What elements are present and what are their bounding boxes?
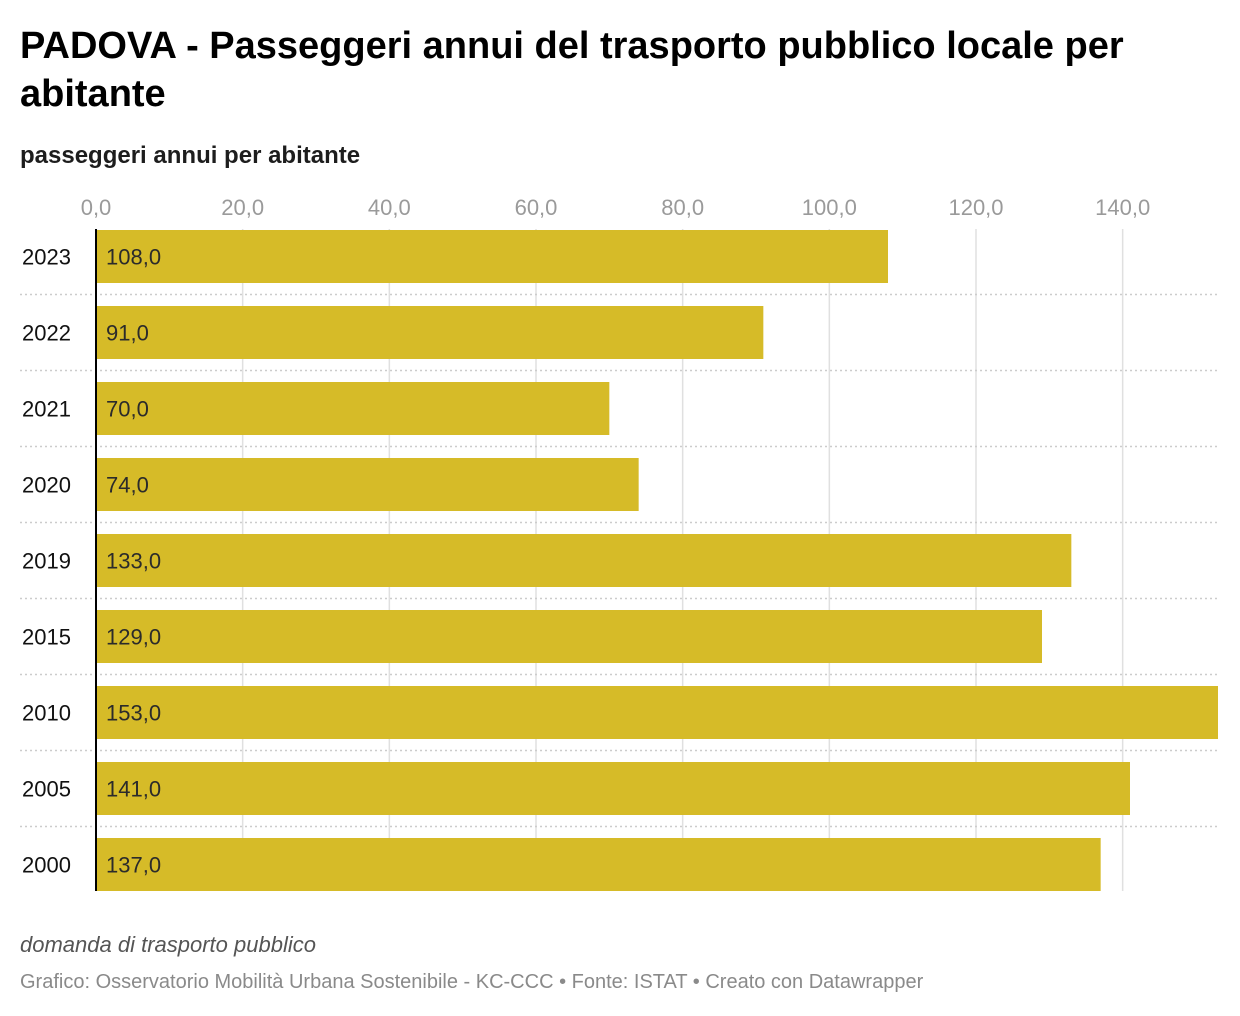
x-tick-label: 80,0: [661, 195, 704, 220]
x-tick-label: 20,0: [221, 195, 264, 220]
category-label: 2005: [22, 777, 71, 802]
value-label: 74,0: [106, 473, 149, 498]
x-tick-label: 120,0: [948, 195, 1003, 220]
value-label: 70,0: [106, 397, 149, 422]
bar-2000: [96, 838, 1101, 891]
bar-2023: [96, 230, 888, 283]
bar-layer: [96, 230, 1218, 891]
bar-2021: [96, 382, 610, 435]
chart-subtitle: passeggeri annui per abitante: [20, 142, 361, 169]
bar-chart: 0,0 20,0 40,0 60,0 80,0 100,0 120,0 140,0 2023 10…: [20, 195, 1218, 891]
category-label: 2022: [22, 321, 71, 346]
x-tick-label: 100,0: [802, 195, 857, 220]
bar-2022: [96, 306, 764, 359]
bar-2020: [96, 458, 639, 511]
value-label: 141,0: [106, 777, 161, 802]
x-tick-label: 60,0: [515, 195, 558, 220]
category-label: 2010: [22, 701, 71, 726]
chart-notes: domanda di trasporto pubblico: [20, 932, 316, 957]
bar-2019: [96, 534, 1072, 587]
value-label: 133,0: [106, 549, 161, 574]
category-label: 2015: [22, 625, 71, 650]
value-label: 129,0: [106, 625, 161, 650]
value-label: 153,0: [106, 701, 161, 726]
value-label: 108,0: [106, 245, 161, 270]
bar-2015: [96, 610, 1042, 663]
value-label: 91,0: [106, 321, 149, 346]
category-label: 2020: [22, 473, 71, 498]
value-label: 137,0: [106, 853, 161, 878]
chart-byline: Grafico: Osservatorio Mobilità Urbana So…: [20, 971, 924, 993]
category-label: 2021: [22, 397, 71, 422]
category-label: 2023: [22, 245, 71, 270]
bar-2005: [96, 762, 1130, 815]
category-label: 2000: [22, 853, 71, 878]
chart-title: PADOVA - Passeggeri annui del trasporto …: [20, 25, 1124, 115]
x-tick-label: 0,0: [81, 195, 112, 220]
x-tick-label: 40,0: [368, 195, 411, 220]
label-layer: 0,0 20,0 40,0 60,0 80,0 100,0 120,0 140,0 2023 10…: [22, 195, 1150, 891]
category-label: 2019: [22, 549, 71, 574]
bar-2010: [96, 686, 1218, 739]
x-tick-label: 140,0: [1095, 195, 1150, 220]
